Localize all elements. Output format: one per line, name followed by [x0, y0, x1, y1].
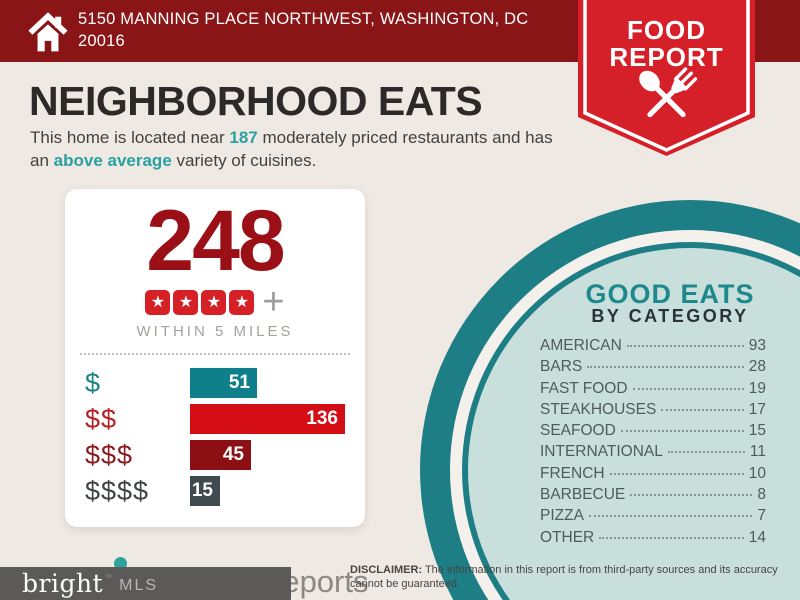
category-count: 17	[748, 400, 766, 418]
variety-highlight: above average	[53, 151, 172, 170]
dotted-leader	[588, 515, 753, 518]
restaurant-count: 187	[229, 128, 258, 147]
price-tier-row: $$ 136	[85, 404, 365, 434]
dotted-leader	[599, 536, 744, 539]
property-address: 5150 MANNING PLACE NORTHWEST, WASHINGTON…	[78, 8, 528, 52]
category-count: 14	[748, 528, 766, 546]
price-tier-label: $$	[85, 403, 118, 434]
category-count: 28	[748, 358, 766, 376]
category-count: 93	[748, 337, 766, 354]
category-row: BARS 28	[540, 358, 766, 379]
intro-prefix: This home is located near	[30, 128, 230, 147]
dotted-leader	[661, 408, 744, 411]
plus-icon: +	[262, 280, 285, 323]
category-row: BARBECUE 8	[540, 486, 766, 507]
total-restaurant-count: 248	[146, 193, 286, 289]
dashed-divider	[80, 353, 350, 355]
price-tier-row: $$$ 45	[85, 440, 365, 470]
price-tier-bar: 136	[190, 404, 345, 434]
star-icon: ★	[173, 289, 199, 315]
good-eats-subtitle: BY CATEGORY	[591, 306, 749, 326]
intro-text: This home is located near 187 moderately…	[30, 126, 575, 172]
dotted-leader	[620, 430, 744, 433]
category-count: 11	[749, 443, 766, 461]
price-tier-label: $$$$	[85, 475, 150, 506]
category-count: 10	[748, 464, 766, 482]
star-icon: ★	[145, 289, 171, 315]
dotted-leader	[609, 472, 744, 475]
rating-stars: ★ ★ ★ ★ +	[65, 280, 365, 323]
spoon-fork-icon	[639, 67, 698, 118]
category-count: 7	[757, 507, 766, 525]
category-count: 8	[757, 486, 766, 504]
category-name: PIZZA	[540, 507, 584, 525]
logo-mls-text: MLS	[119, 576, 159, 594]
radius-label: WITHIN 5 MILES	[136, 323, 294, 340]
price-tier-bar-chart: $51 $$ 136 $$$ 45 $$$$ 15	[85, 368, 365, 506]
category-row: INTERNATIONAL 11	[540, 443, 766, 464]
category-count: 15	[748, 422, 766, 440]
intro-suffix: variety of cuisines.	[171, 151, 317, 170]
price-tier-row: $51	[85, 368, 365, 398]
address-line1: 5150 MANNING PLACE NORTHWEST, WASHINGTON…	[78, 10, 529, 28]
teal-dot-icon	[114, 557, 127, 570]
category-name: OTHER	[540, 528, 595, 546]
star-icon: ★	[229, 289, 255, 315]
category-row: STEAKHOUSES 17	[540, 401, 766, 422]
dotted-leader	[632, 387, 744, 390]
intro-mid: moderately priced restaurants and has an	[30, 128, 553, 170]
category-row: SEAFOOD 15	[540, 422, 766, 443]
category-row: FAST FOOD 19	[540, 380, 766, 401]
price-tier-bar: 51	[190, 368, 257, 398]
category-name: FAST FOOD	[540, 379, 628, 397]
badge-line1: FOOD	[627, 15, 706, 45]
address-line2: 20016	[78, 32, 125, 50]
category-name: INTERNATIONAL	[540, 443, 663, 461]
category-row: PIZZA 7	[540, 507, 766, 528]
category-name: STEAKHOUSES	[540, 400, 657, 418]
logo-bright-text: bright	[22, 569, 104, 598]
category-name: AMERICAN	[540, 337, 622, 354]
dotted-leader	[667, 451, 745, 454]
dotted-leader	[630, 494, 753, 497]
disclaimer-text: DISCLAIMER: The information in this repo…	[350, 563, 798, 591]
page-title: NEIGHBORHOOD EATS	[29, 78, 483, 124]
restaurant-summary-card: 248 ★ ★ ★ ★ + WITHIN 5 MILES $51 $$ 136 $$$ 45 $$…	[65, 189, 365, 527]
category-list: AMERICAN 93 BARS 28 FAST FOOD 19 STEAKHOUSES 17…	[540, 337, 766, 550]
badge-line2: REPORT	[609, 42, 723, 72]
category-row: FRENCH 10	[540, 465, 766, 486]
category-name: FRENCH	[540, 464, 605, 482]
disclaimer-label: DISCLAIMER:	[350, 564, 423, 576]
good-eats-title: GOOD EATS	[585, 279, 755, 309]
bright-mls-logo: bright ™ MLS	[0, 567, 291, 600]
good-eats-circle-white-ring	[450, 230, 800, 600]
category-count: 19	[748, 379, 766, 397]
star-icon: ★	[201, 289, 227, 315]
category-name: BARBECUE	[540, 486, 626, 504]
category-row: AMERICAN 93	[540, 337, 766, 358]
food-report-badge: FOOD REPORT	[578, 0, 755, 156]
price-tier-label: $	[85, 367, 102, 398]
category-name: BARS	[540, 358, 583, 376]
dotted-leader	[626, 345, 744, 347]
trademark-symbol: ™	[104, 573, 113, 582]
price-tier-bar: 15	[190, 476, 220, 506]
good-eats-circle-outer-ring	[420, 200, 800, 600]
home-icon	[28, 12, 68, 52]
dotted-leader	[587, 366, 744, 369]
price-tier-label: $$$	[85, 439, 134, 470]
price-tier-row: $$$$ 15	[85, 476, 365, 506]
price-tier-bar: 45	[190, 440, 251, 470]
category-row: OTHER 14	[540, 529, 766, 550]
category-name: SEAFOOD	[540, 422, 616, 440]
disclaimer-body: The information in this report is from t…	[350, 564, 778, 590]
